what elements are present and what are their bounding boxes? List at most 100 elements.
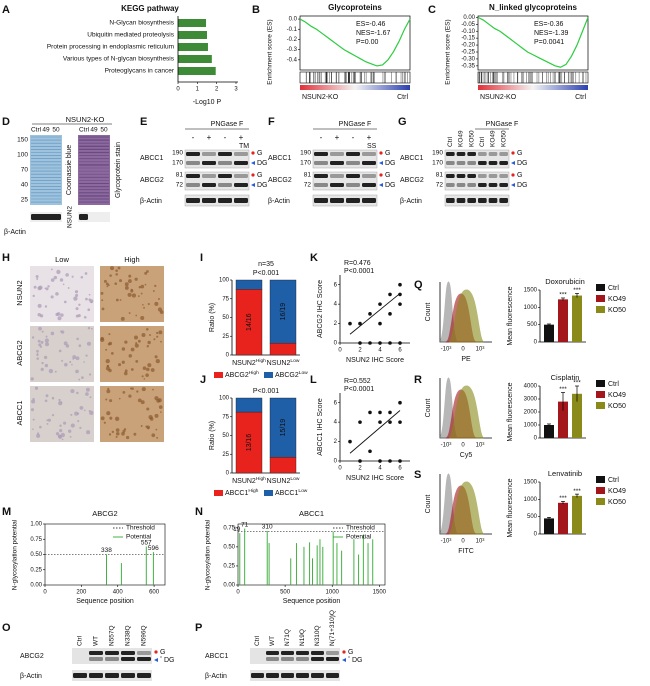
- label: ABCG2: [400, 177, 424, 184]
- ihc-cell: [47, 285, 50, 288]
- bar-segment: [269, 397, 297, 458]
- ihc-cell: [83, 409, 86, 412]
- label: 81: [304, 172, 312, 179]
- ihc-cell: [120, 316, 125, 321]
- ihc-cell: [141, 375, 144, 378]
- ihc-cell: [115, 269, 118, 272]
- ihc-cell: [79, 426, 82, 430]
- ihc-cell: [131, 293, 137, 298]
- label-base: ABCC1: [225, 490, 248, 497]
- blot-band: [488, 161, 498, 165]
- point: [378, 420, 382, 424]
- ihc-cell: [106, 411, 111, 416]
- ihc-cell: [149, 417, 154, 421]
- ihc-cell: [88, 373, 92, 376]
- marker-dot: [251, 173, 255, 177]
- point: [348, 439, 352, 444]
- es-curve: [477, 16, 589, 68]
- label: N-glycosylation potential: [12, 519, 19, 590]
- ihc-cell: [100, 337, 105, 342]
- ihc-cell: [79, 405, 84, 410]
- ihc-cell: [39, 425, 42, 429]
- y-tick-label: -0.25: [461, 50, 475, 56]
- significance: ***: [573, 287, 581, 294]
- ihc-cell: [107, 387, 110, 390]
- label: NSUN2-KO: [66, 115, 105, 124]
- label: Mean fluorescence: [507, 382, 514, 441]
- x-tick-label: 2: [358, 348, 362, 354]
- blot-band: [121, 657, 135, 661]
- label: -Log10 P: [193, 99, 222, 106]
- blot-band: [499, 183, 508, 187]
- ihc-cell: [51, 396, 55, 400]
- significance: ***: [573, 488, 581, 495]
- point: [388, 420, 392, 424]
- blot-band: [467, 174, 476, 178]
- y-tick-label: 4: [334, 420, 338, 426]
- label: Ctrl: [575, 94, 586, 101]
- y-tick-label: 1.00: [30, 522, 42, 528]
- ihc-cell: [74, 290, 79, 294]
- label: G: [257, 172, 262, 179]
- ihc-cell: [150, 368, 155, 372]
- point: [388, 410, 392, 415]
- y-tick-label: 1500: [524, 480, 538, 486]
- ihc-cell: [110, 352, 114, 355]
- blot-band: [467, 183, 476, 187]
- ihc-cell: [106, 389, 111, 394]
- blot-band: [346, 161, 360, 165]
- blot-band: [79, 214, 88, 220]
- ihc-cell: [128, 394, 132, 398]
- ihc-cell: [153, 338, 156, 341]
- ihc-cell: [108, 341, 113, 346]
- blot-band: [218, 183, 232, 187]
- bar: [544, 518, 554, 534]
- bar: [178, 67, 216, 75]
- ihc-cell: [44, 342, 50, 347]
- x-tick-label: 1000: [326, 590, 340, 596]
- label-sup: Low: [290, 476, 299, 482]
- point: [398, 400, 402, 405]
- marker-arrow: [379, 161, 383, 165]
- ihc-cell: [31, 399, 36, 404]
- ihc-cell: [46, 422, 49, 425]
- ihc-cell: [68, 429, 72, 433]
- blot-band: [89, 651, 103, 655]
- ihc-cell: [50, 331, 55, 336]
- label: High: [124, 255, 139, 264]
- y-tick-label: 50: [222, 315, 229, 321]
- ihc-cell: [124, 282, 129, 287]
- ihc-cell: [155, 428, 158, 431]
- blot-band: [478, 198, 487, 203]
- label: Sequence position: [283, 598, 341, 605]
- y-tick-label: 4: [334, 302, 338, 308]
- label: ABCC1: [400, 155, 423, 162]
- ihc-cell: [130, 289, 134, 293]
- label: ABCC1: [268, 155, 291, 162]
- label: -: [320, 133, 323, 142]
- blot-band: [314, 174, 328, 178]
- y-tick-label: -0.4: [287, 57, 298, 63]
- ihc-cell: [160, 411, 162, 413]
- blot-band: [218, 198, 232, 203]
- blot-band: [314, 152, 328, 156]
- ihc-cell: [88, 298, 91, 301]
- point: [388, 459, 392, 463]
- ihc-cell: [135, 359, 139, 363]
- label: 170: [432, 160, 443, 167]
- ihc-cell: [70, 389, 75, 394]
- blot-band: [456, 161, 466, 165]
- point: [398, 459, 402, 463]
- label-base: ABCG2: [275, 372, 299, 379]
- blot-band: [296, 657, 309, 661]
- blot-band: [186, 198, 200, 203]
- label: KO50: [500, 130, 507, 147]
- blot-band: [330, 174, 344, 178]
- ihc-cell: [30, 377, 34, 381]
- ihc-cell: [154, 413, 159, 418]
- label: NSUN2-KO: [480, 94, 517, 101]
- ihc-cell: [43, 355, 48, 360]
- ihc-cell: [30, 408, 35, 412]
- label: 71: [241, 521, 249, 528]
- bar-segment: [235, 289, 263, 356]
